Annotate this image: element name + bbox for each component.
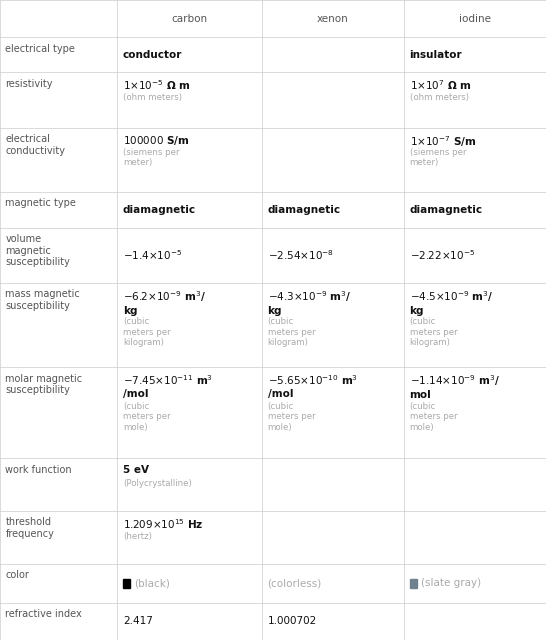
Text: (cubic
meters per
kilogram): (cubic meters per kilogram) <box>410 317 457 347</box>
Text: $-2.22{\times}10^{-5}$: $-2.22{\times}10^{-5}$ <box>410 248 474 262</box>
Text: insulator: insulator <box>410 50 462 60</box>
Text: (black): (black) <box>134 579 170 588</box>
Text: $-1.14{\times}10^{-9}$ m$^3$/
mol: $-1.14{\times}10^{-9}$ m$^3$/ mol <box>410 374 500 400</box>
Text: $100000$ S/m: $100000$ S/m <box>123 134 189 147</box>
Text: $-4.3{\times}10^{-9}$ m$^3$/
kg: $-4.3{\times}10^{-9}$ m$^3$/ kg <box>268 289 351 316</box>
Text: (siemens per
meter): (siemens per meter) <box>410 148 466 168</box>
Text: $1.209{\times}10^{15}$ Hz: $1.209{\times}10^{15}$ Hz <box>123 518 204 531</box>
Text: electrical type: electrical type <box>5 44 75 54</box>
Text: resistivity: resistivity <box>5 79 53 88</box>
Text: magnetic type: magnetic type <box>5 198 76 208</box>
Bar <box>123 579 130 588</box>
Text: conductor: conductor <box>123 50 182 60</box>
Text: (hertz): (hertz) <box>123 531 152 541</box>
Text: mass magnetic
susceptibility: mass magnetic susceptibility <box>5 289 80 311</box>
Text: (cubic
meters per
mole): (cubic meters per mole) <box>410 402 457 431</box>
Text: diamagnetic: diamagnetic <box>123 205 196 214</box>
Text: refractive index: refractive index <box>5 609 82 620</box>
Text: electrical
conductivity: electrical conductivity <box>5 134 66 156</box>
Text: (cubic
meters per
kilogram): (cubic meters per kilogram) <box>123 317 170 347</box>
Text: $-5.65{\times}10^{-10}$ m$^3$
/mol: $-5.65{\times}10^{-10}$ m$^3$ /mol <box>268 374 358 399</box>
Text: 1.000702: 1.000702 <box>268 616 317 627</box>
Text: (colorless): (colorless) <box>268 579 322 588</box>
Text: (ohm meters): (ohm meters) <box>123 93 182 102</box>
Text: diamagnetic: diamagnetic <box>268 205 341 214</box>
Text: $-7.45{\times}10^{-11}$ m$^3$
/mol: $-7.45{\times}10^{-11}$ m$^3$ /mol <box>123 374 213 399</box>
Text: $-6.2{\times}10^{-9}$ m$^3$/
kg: $-6.2{\times}10^{-9}$ m$^3$/ kg <box>123 289 206 316</box>
Text: carbon: carbon <box>171 13 208 24</box>
Text: xenon: xenon <box>317 13 349 24</box>
Bar <box>410 579 417 588</box>
Text: molar magnetic
susceptibility: molar magnetic susceptibility <box>5 374 82 396</box>
Text: (cubic
meters per
mole): (cubic meters per mole) <box>268 402 315 431</box>
Text: iodine: iodine <box>459 13 491 24</box>
Text: 2.417: 2.417 <box>123 616 153 627</box>
Text: (Polycrystalline): (Polycrystalline) <box>123 479 192 488</box>
Text: $-4.5{\times}10^{-9}$ m$^3$/
kg: $-4.5{\times}10^{-9}$ m$^3$/ kg <box>410 289 493 316</box>
Text: 5 eV: 5 eV <box>123 465 149 475</box>
Text: (ohm meters): (ohm meters) <box>410 93 468 102</box>
Text: (siemens per
meter): (siemens per meter) <box>123 148 179 168</box>
Text: work function: work function <box>5 465 72 475</box>
Text: (cubic
meters per
mole): (cubic meters per mole) <box>123 402 170 431</box>
Text: $1{\times}10^{7}$ Ω m: $1{\times}10^{7}$ Ω m <box>410 79 471 92</box>
Text: color: color <box>5 570 29 580</box>
Text: (slate gray): (slate gray) <box>421 579 481 588</box>
Text: $1{\times}10^{-7}$ S/m: $1{\times}10^{-7}$ S/m <box>410 134 476 148</box>
Text: $-2.54{\times}10^{-8}$: $-2.54{\times}10^{-8}$ <box>268 248 334 262</box>
Text: diamagnetic: diamagnetic <box>410 205 483 214</box>
Text: $1{\times}10^{-5}$ Ω m: $1{\times}10^{-5}$ Ω m <box>123 79 191 92</box>
Text: (cubic
meters per
kilogram): (cubic meters per kilogram) <box>268 317 315 347</box>
Text: $-1.4{\times}10^{-5}$: $-1.4{\times}10^{-5}$ <box>123 248 182 262</box>
Text: volume
magnetic
susceptibility: volume magnetic susceptibility <box>5 234 70 267</box>
Text: threshold
frequency: threshold frequency <box>5 518 55 539</box>
